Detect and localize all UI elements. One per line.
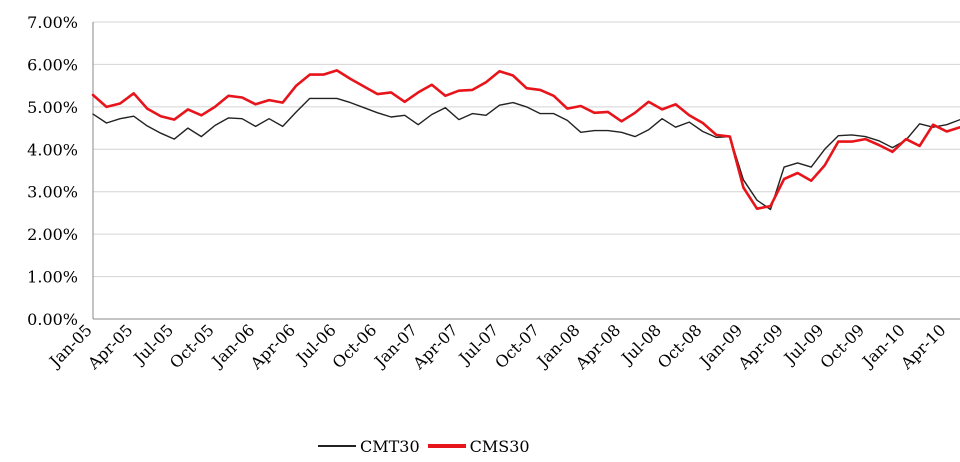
x-tick-label: Oct-08	[654, 320, 706, 372]
x-tick-label: Apr-05	[83, 320, 136, 373]
x-tick-label: Apr-07	[408, 320, 461, 373]
axes	[92, 22, 960, 320]
x-tick-label: Apr-06	[246, 320, 299, 373]
series-line-cms30	[91, 69, 960, 210]
series-line-cmt30	[92, 97, 960, 211]
y-tick-label: 3.00%	[27, 183, 78, 202]
legend-label-cms30: CMS30	[469, 436, 530, 456]
y-tick-label: 4.00%	[27, 140, 78, 159]
legend-swatch-cmt30	[318, 445, 356, 447]
x-tick-label: Oct-06	[329, 320, 381, 372]
x-tick-label: Oct-05	[166, 320, 218, 372]
y-tick-label: 6.00%	[27, 55, 78, 74]
legend-swatch-cms30	[427, 444, 466, 448]
x-tick-label: Apr-08	[571, 320, 624, 373]
legend-item-cmt30: CMT30	[318, 437, 420, 456]
x-tick-label: Apr-09	[734, 320, 787, 373]
y-tick-label: 5.00%	[27, 98, 78, 117]
y-tick-label: 1.00%	[27, 268, 78, 287]
y-tick-label: 7.00%	[27, 13, 78, 32]
x-tick-label: Oct-09	[816, 320, 868, 372]
x-tick-label: Apr-10	[896, 320, 949, 373]
legend: CMT30 CMS30	[318, 434, 538, 458]
y-tick-labels: 0.00% 1.00% 2.00% 3.00% 4.00% 5.00% 6.00% 7.00%	[27, 13, 78, 329]
x-tick-labels: Jan-05Apr-05Jul-05Oct-05Jan-06Apr-06Jul-…	[44, 320, 949, 373]
y-tick-label: 2.00%	[27, 225, 78, 244]
y-tick-label: 0.00%	[27, 310, 78, 329]
gridlines	[93, 21, 960, 278]
legend-item-cms30: CMS30	[427, 436, 530, 456]
legend-label-cmt30: CMT30	[360, 436, 420, 456]
series-lines	[91, 69, 960, 211]
x-tick-label: Oct-07	[491, 320, 543, 372]
